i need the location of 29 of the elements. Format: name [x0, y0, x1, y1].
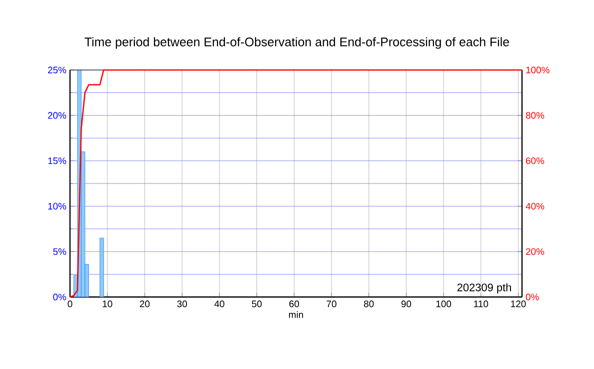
x-tick-label: 60	[289, 300, 300, 308]
annotation: 202309 pth	[457, 283, 511, 294]
y2-tick-label: 80%	[526, 112, 544, 119]
y2-tick-label: 100%	[526, 66, 550, 74]
y2-tick-label: 20%	[526, 248, 544, 255]
x-tick-label: 40	[214, 300, 224, 308]
x-tick-label: 20	[140, 300, 150, 308]
x-tick-label: 80	[364, 300, 374, 308]
x-tick-label: 90	[401, 300, 412, 308]
y-tick-label: 25%	[48, 66, 66, 74]
y2-tick-label: 40%	[526, 202, 544, 210]
y2-tick-label: 60%	[526, 157, 544, 164]
x-tick-label: 10	[102, 300, 112, 308]
y-tick-label: 20%	[48, 112, 66, 119]
x-tick-label: 110	[474, 300, 488, 308]
y-tick-label: 15%	[48, 157, 66, 164]
x-tick-label: 50	[252, 300, 262, 308]
y2-tick-label: 0%	[526, 294, 539, 300]
x-tick-label: 100	[436, 300, 452, 308]
x-tick-label: 70	[326, 300, 336, 308]
y-tick-label: 10%	[48, 202, 66, 210]
line-series	[69, 69, 523, 298]
x-axis-title: min	[289, 311, 304, 318]
chart-title: Time period between End-of-Observation and End-of-Processing of each File	[84, 37, 510, 49]
x-tick-label: 0	[68, 300, 72, 308]
y-tick-label: 0%	[53, 294, 66, 300]
x-tick-label: 120	[511, 300, 526, 308]
x-tick-label: 30	[177, 300, 187, 308]
y-tick-label: 5%	[53, 248, 66, 255]
